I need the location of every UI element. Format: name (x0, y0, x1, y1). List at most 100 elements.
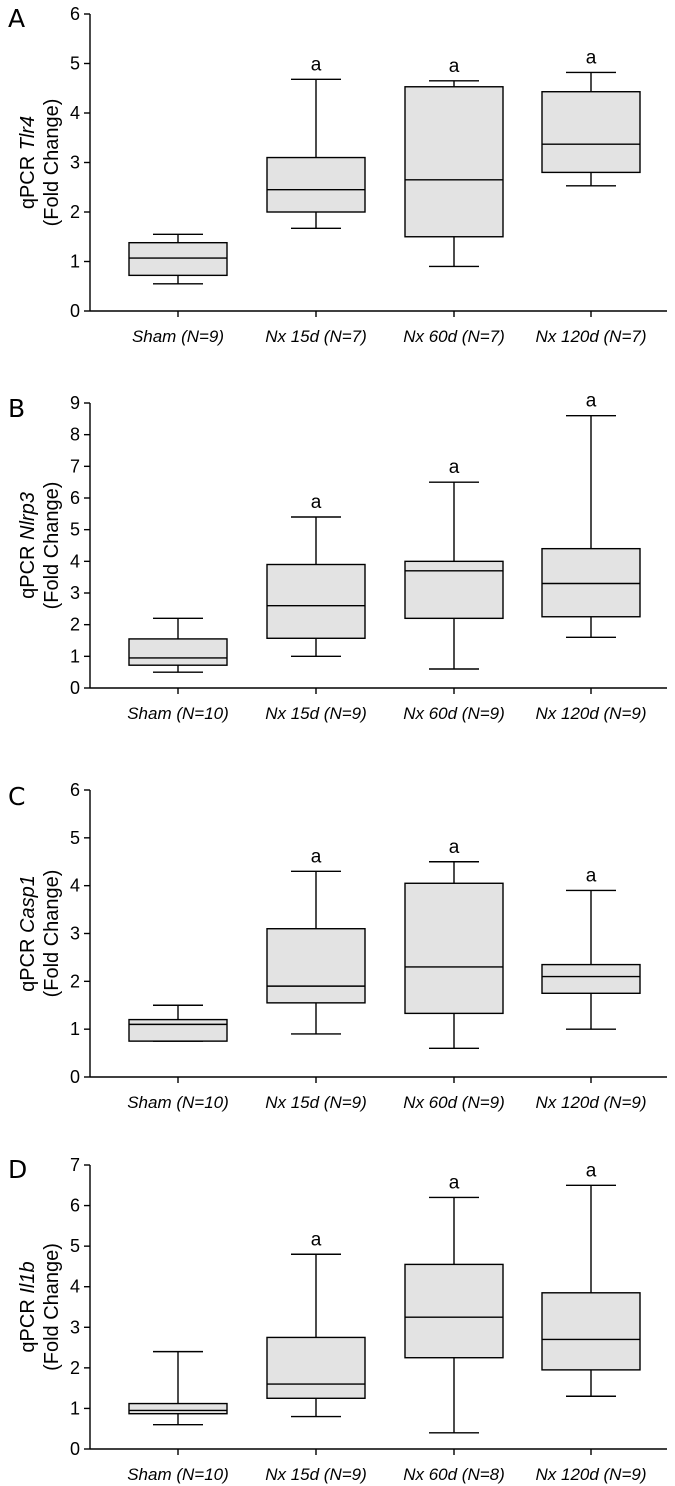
y-tick-label: 5 (70, 1236, 80, 1256)
y-axis-label: qPCR Nlrp3 (17, 492, 39, 599)
box-iqr (266, 1336, 366, 1399)
y-tick-label: 1 (70, 252, 80, 272)
y-tick-label: 0 (70, 1439, 80, 1459)
box-iqr (541, 963, 641, 994)
y-axis-label-gene: Nlrp3 (17, 492, 39, 540)
y-tick-label: 5 (70, 828, 80, 848)
x-tick-label: Nx 15d (N=7) (265, 327, 367, 346)
x-tick-label: Sham (N=10) (127, 1093, 229, 1112)
y-tick-label: 1 (70, 1398, 80, 1418)
y-tick-label: 0 (70, 301, 80, 321)
significance-label: a (449, 1172, 460, 1193)
y-axis-label: qPCR Tlr4 (17, 116, 39, 209)
y-axis-label-gene: Casp1 (17, 875, 39, 933)
y-tick-label: 2 (70, 1358, 80, 1378)
box-iqr (404, 882, 504, 1015)
y-tick-label: 6 (70, 1196, 80, 1216)
y-tick-label: 7 (70, 1155, 80, 1175)
x-tick-label: Nx 60d (N=9) (403, 1093, 505, 1112)
x-tick-label: Nx 120d (N=9) (535, 1465, 646, 1484)
box-iqr (128, 1018, 228, 1042)
x-tick-label: Nx 60d (N=8) (403, 1465, 505, 1484)
y-axis-label-prefix: qPCR (17, 1294, 39, 1353)
x-tick-label: Sham (N=10) (127, 704, 229, 723)
y-tick-label: 3 (70, 1317, 80, 1337)
x-tick-label: Nx 15d (N=9) (265, 1093, 367, 1112)
y-tick-label: 7 (70, 456, 80, 476)
y-axis-label-prefix: qPCR (17, 150, 39, 209)
y-axis-label-line2: (Fold Change) (41, 870, 63, 998)
y-tick-label: 2 (70, 615, 80, 635)
box-iqr (541, 1292, 641, 1371)
significance-label: a (449, 56, 460, 77)
box-iqr (404, 1263, 504, 1359)
panel-letter: A (8, 4, 25, 33)
significance-label: a (586, 391, 597, 412)
significance-label: a (449, 457, 460, 478)
y-tick-label: 5 (70, 54, 80, 74)
y-tick-label: 1 (70, 1019, 80, 1039)
y-axis-label-line2: (Fold Change) (41, 1243, 63, 1371)
panel-letter: D (8, 1155, 27, 1184)
significance-label: a (586, 1160, 597, 1181)
x-tick-label: Sham (N=9) (132, 327, 224, 346)
panel-letter: C (8, 782, 25, 811)
x-tick-label: Nx 120d (N=9) (535, 704, 646, 723)
y-axis-label: qPCR Il1b (17, 1261, 39, 1352)
box-iqr (266, 928, 366, 1004)
y-axis-label-prefix: qPCR (17, 540, 39, 599)
significance-label: a (311, 846, 322, 867)
y-tick-label: 3 (70, 583, 80, 603)
box-iqr (266, 156, 366, 213)
y-tick-label: 6 (70, 4, 80, 24)
box-iqr (128, 241, 228, 277)
box-iqr (128, 638, 228, 666)
box-iqr (128, 1402, 228, 1415)
y-tick-label: 4 (70, 876, 80, 896)
significance-label: a (311, 54, 322, 75)
significance-label: a (311, 1229, 322, 1250)
box-iqr (404, 86, 504, 238)
box-iqr (266, 563, 366, 639)
y-tick-label: 5 (70, 520, 80, 540)
x-tick-label: Nx 120d (N=9) (535, 1093, 646, 1112)
box-iqr (541, 547, 641, 618)
y-tick-label: 0 (70, 678, 80, 698)
y-axis-label-line2: (Fold Change) (41, 99, 63, 227)
x-tick-label: Nx 15d (N=9) (265, 704, 367, 723)
y-tick-label: 2 (70, 202, 80, 222)
box-iqr (541, 91, 641, 174)
y-tick-label: 6 (70, 488, 80, 508)
y-tick-label: 6 (70, 780, 80, 800)
y-tick-label: 9 (70, 393, 80, 413)
y-axis-label-prefix: qPCR (17, 933, 39, 992)
x-tick-label: Nx 60d (N=7) (403, 327, 505, 346)
significance-label: a (586, 47, 597, 68)
y-tick-label: 2 (70, 971, 80, 991)
y-tick-label: 4 (70, 551, 80, 571)
x-tick-label: Nx 120d (N=7) (535, 327, 646, 346)
x-tick-label: Sham (N=10) (127, 1465, 229, 1484)
y-axis-label-line2: (Fold Change) (41, 482, 63, 610)
y-tick-label: 3 (70, 153, 80, 173)
y-axis-label-gene: Tlr4 (17, 116, 39, 150)
y-tick-label: 4 (70, 1277, 80, 1297)
y-axis-label-gene: Il1b (17, 1261, 39, 1293)
significance-label: a (586, 865, 597, 886)
y-tick-label: 3 (70, 924, 80, 944)
y-axis-label: qPCR Casp1 (17, 875, 39, 992)
y-tick-label: 4 (70, 103, 80, 123)
y-tick-label: 1 (70, 646, 80, 666)
x-tick-label: Nx 60d (N=9) (403, 704, 505, 723)
box-iqr (404, 560, 504, 620)
significance-label: a (311, 492, 322, 513)
y-tick-label: 0 (70, 1067, 80, 1087)
x-tick-label: Nx 15d (N=9) (265, 1465, 367, 1484)
y-tick-label: 8 (70, 425, 80, 445)
significance-label: a (449, 837, 460, 858)
